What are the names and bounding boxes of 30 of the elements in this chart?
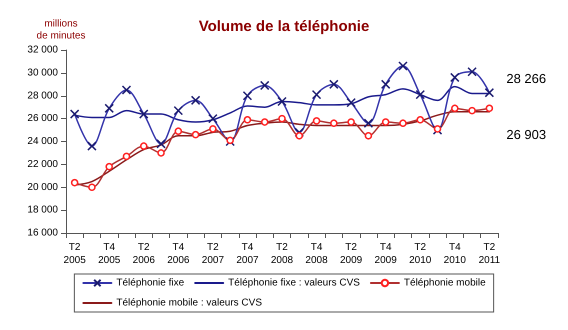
y-tick-label: 16 000 xyxy=(27,228,58,238)
x-tick-label: T4 2005 xyxy=(98,242,121,266)
y-tick-label: 22 000 xyxy=(27,158,58,170)
y-axis-title: millions de minutes xyxy=(36,18,86,42)
y-tick-label: 18 000 xyxy=(27,204,58,216)
annotation: 28 266 xyxy=(506,71,546,86)
x-tick-label: T2 2005 xyxy=(64,242,86,266)
x-tick-label: T4 2010 xyxy=(444,242,466,266)
x-tick-label: T4 2007 xyxy=(236,242,259,266)
x-tick-label: T2 2006 xyxy=(132,242,156,266)
x-tick-label: T2 2008 xyxy=(270,242,294,266)
x-tick-label: T2 2011 xyxy=(478,242,501,266)
y-tick-label: 28 000 xyxy=(27,90,58,102)
annotation: 26 903 xyxy=(506,126,546,142)
x-tick-label: T2 2010 xyxy=(409,242,432,266)
legend-label: Téléphonie fixe xyxy=(116,278,185,288)
y-tick-label: 24 000 xyxy=(27,136,58,147)
x-tick-label: T2 2007 xyxy=(202,242,224,266)
x-tick-label: T2 2009 xyxy=(340,242,363,266)
chart-title: Volume de la téléphonie xyxy=(198,18,370,35)
y-tick-label: 32 000 xyxy=(27,44,58,56)
legend-label: Téléphonie fixe : valeurs CVS xyxy=(228,278,360,288)
x-tick-label: T4 2006 xyxy=(167,242,190,266)
x-tick-label: T4 2009 xyxy=(374,242,398,266)
y-tick-label: 20 000 xyxy=(27,182,58,193)
legend-label: Téléphonie mobile : valeurs CVS xyxy=(116,298,262,308)
legend-label: Téléphonie mobile xyxy=(404,278,486,288)
y-tick-label: 26 000 xyxy=(27,113,58,124)
y-tick-label: 30 000 xyxy=(27,67,58,78)
x-tick-label: T4 2008 xyxy=(305,242,328,266)
